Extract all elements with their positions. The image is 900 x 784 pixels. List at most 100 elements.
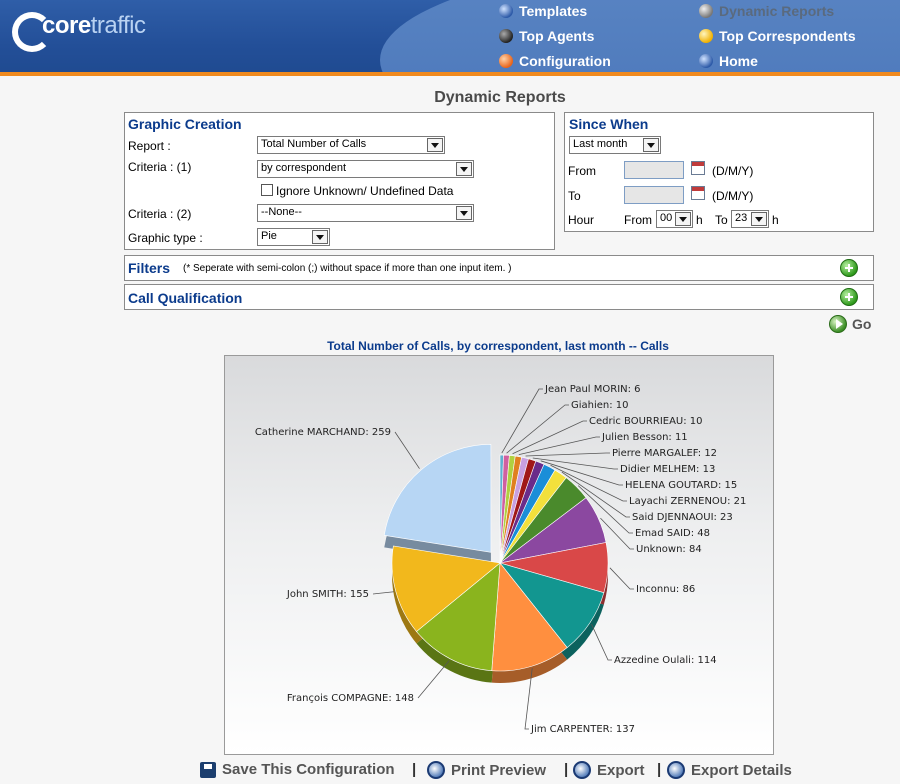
header-accent-line bbox=[0, 72, 900, 76]
save-configuration-label: Save This Configuration bbox=[222, 761, 395, 778]
to-date-format: (D/M/Y) bbox=[712, 189, 754, 203]
criteria2-select-value: --None-- bbox=[261, 206, 302, 218]
pie-label-leader bbox=[550, 464, 627, 502]
blue-ball-icon bbox=[699, 54, 713, 68]
blue-ball-icon bbox=[499, 4, 513, 18]
action-separator: | bbox=[412, 761, 417, 778]
pie-label-leader bbox=[532, 457, 618, 470]
hour-label: Hour bbox=[568, 213, 595, 227]
save-configuration-button[interactable]: Save This Configuration bbox=[200, 761, 395, 778]
pie-slice-label: Said DJENNAOUI: 23 bbox=[632, 512, 733, 523]
export-details-button[interactable]: Export Details bbox=[667, 761, 792, 779]
pie-slice-label: Jean Paul MORIN: 6 bbox=[544, 384, 641, 395]
report-select-value: Total Number of Calls bbox=[261, 138, 367, 150]
nav-configuration-label: Configuration bbox=[519, 53, 611, 69]
chevron-down-icon bbox=[427, 138, 443, 152]
from-date-input[interactable] bbox=[624, 161, 684, 179]
print-preview-label: Print Preview bbox=[451, 761, 547, 779]
pie-label-leader bbox=[525, 452, 610, 457]
pie-slice-label: Jim CARPENTER: 137 bbox=[530, 724, 635, 735]
calendar-icon[interactable] bbox=[691, 186, 705, 200]
chevron-down-icon bbox=[456, 206, 472, 220]
nav-top-agents[interactable]: Top Agents bbox=[499, 28, 594, 44]
black-ball-icon bbox=[499, 29, 513, 43]
filters-note: (* Seperate with semi-colon (;) without … bbox=[183, 263, 512, 274]
criteria1-select-value: by correspondent bbox=[261, 162, 346, 174]
logo-mark-icon bbox=[12, 12, 52, 52]
action-separator: | bbox=[564, 761, 569, 778]
report-select[interactable]: Total Number of Calls bbox=[257, 136, 445, 154]
pie-slice-label: Unknown: 84 bbox=[636, 544, 702, 555]
from-date-label: From bbox=[568, 164, 596, 178]
pie-label-leader bbox=[394, 431, 420, 469]
criteria1-select[interactable]: by correspondent bbox=[257, 160, 474, 178]
logo-text-traffic: traffic bbox=[90, 12, 146, 39]
pie-label-leader bbox=[372, 591, 394, 595]
nav-dynamic-reports[interactable]: Dynamic Reports bbox=[699, 3, 834, 19]
nav-dynamic-reports-label: Dynamic Reports bbox=[719, 3, 835, 19]
save-disk-icon bbox=[200, 761, 216, 778]
hour-to-label: To bbox=[715, 213, 728, 227]
nav-home[interactable]: Home bbox=[699, 53, 758, 69]
pie-slice-label: Emad SAID: 48 bbox=[635, 528, 710, 539]
pie-label-leader bbox=[417, 660, 450, 699]
go-arrow-icon bbox=[829, 315, 847, 333]
nav-templates-label: Templates bbox=[519, 3, 588, 19]
nav-top-correspondents-label: Top Correspondents bbox=[719, 28, 856, 44]
app-header: core traffic Templates Top Agents Configu… bbox=[0, 0, 900, 76]
call-qualification-panel[interactable]: Call Qualification bbox=[124, 284, 874, 310]
hour-unit-label: h bbox=[772, 213, 779, 227]
calendar-icon[interactable] bbox=[691, 161, 705, 175]
period-select[interactable]: Last month bbox=[569, 136, 661, 154]
chevron-down-icon bbox=[312, 230, 328, 244]
pie-slice-label: Inconnu: 86 bbox=[636, 584, 695, 595]
go-label: Go bbox=[852, 316, 872, 332]
orange-ball-icon bbox=[499, 54, 513, 68]
criteria2-label: Criteria : (2) bbox=[128, 207, 192, 221]
to-date-input[interactable] bbox=[624, 186, 684, 204]
pie-slice-label: Catherine MARCHAND: 259 bbox=[255, 427, 391, 438]
chevron-down-icon bbox=[456, 162, 472, 176]
ignore-unknown-checkbox[interactable] bbox=[261, 184, 273, 196]
go-button[interactable]: Go bbox=[829, 314, 877, 336]
nav-configuration[interactable]: Configuration bbox=[499, 53, 611, 69]
nav-templates[interactable]: Templates bbox=[499, 3, 587, 19]
nav-top-correspondents[interactable]: Top Correspondents bbox=[699, 28, 856, 44]
coretraffic-logo[interactable]: core traffic bbox=[12, 8, 146, 52]
pie-slice-label: Pierre MARGALEF: 12 bbox=[612, 448, 717, 459]
hour-unit-label: h bbox=[696, 213, 703, 227]
graphic-type-select[interactable]: Pie bbox=[257, 228, 330, 246]
pie-label-leader bbox=[577, 485, 633, 534]
pie-label-leader bbox=[518, 436, 600, 456]
hour-to-select[interactable]: 23 bbox=[731, 210, 769, 228]
graphic-type-select-value: Pie bbox=[261, 230, 277, 242]
pie-slice-label: Azzedine Oulali: 114 bbox=[614, 655, 717, 666]
hour-from-select[interactable]: 00 bbox=[656, 210, 693, 228]
hour-from-label: From bbox=[624, 213, 652, 227]
graphic-creation-title: Graphic Creation bbox=[128, 116, 242, 132]
since-when-panel: Since When Last month From (D/M/Y) To (D… bbox=[564, 112, 874, 232]
export-icon bbox=[573, 761, 591, 779]
export-label: Export bbox=[597, 761, 645, 779]
ignore-unknown-label: Ignore Unknown/ Undefined Data bbox=[276, 184, 454, 198]
pie-label-leader bbox=[600, 517, 634, 550]
chevron-down-icon bbox=[751, 212, 767, 226]
pie-label-leader bbox=[506, 404, 569, 454]
print-preview-button[interactable]: Print Preview bbox=[427, 761, 546, 779]
filters-panel[interactable]: Filters (* Seperate with semi-colon (;) … bbox=[124, 255, 874, 281]
call-qualification-title: Call Qualification bbox=[128, 290, 243, 306]
period-select-value: Last month bbox=[573, 138, 628, 150]
export-button[interactable]: Export bbox=[573, 761, 645, 779]
export-details-label: Export Details bbox=[691, 761, 792, 779]
criteria1-label: Criteria : (1) bbox=[128, 160, 192, 174]
pie-slice-label: HELENA GOUTARD: 15 bbox=[625, 480, 737, 491]
criteria2-select[interactable]: --None-- bbox=[257, 204, 474, 222]
expand-plus-icon[interactable] bbox=[840, 259, 858, 277]
pie-label-leader bbox=[591, 623, 612, 661]
action-separator: | bbox=[657, 761, 662, 778]
pie-label-leader bbox=[512, 420, 587, 455]
pie-slice-label: Layachi ZERNENOU: 21 bbox=[629, 496, 746, 507]
page-title: Dynamic Reports bbox=[434, 89, 566, 106]
expand-plus-icon[interactable] bbox=[840, 288, 858, 306]
report-label: Report : bbox=[128, 139, 171, 153]
